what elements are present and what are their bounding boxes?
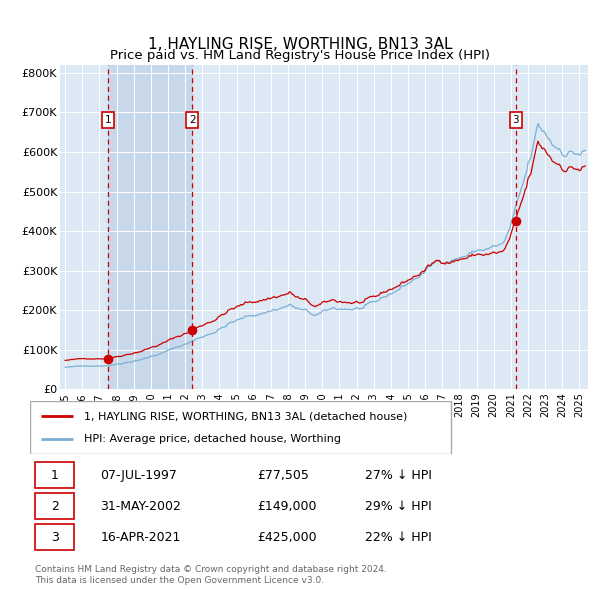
Text: £77,505: £77,505 (257, 468, 308, 481)
Text: £425,000: £425,000 (257, 530, 316, 543)
Text: 16-APR-2021: 16-APR-2021 (100, 530, 181, 543)
Text: 27% ↓ HPI: 27% ↓ HPI (365, 468, 431, 481)
Text: 1: 1 (105, 115, 112, 125)
Text: 1: 1 (51, 468, 59, 481)
Text: £149,000: £149,000 (257, 500, 316, 513)
Bar (109, 65, 192, 389)
Text: 31-MAY-2002: 31-MAY-2002 (100, 500, 181, 513)
Text: 3: 3 (51, 530, 59, 543)
Text: 3: 3 (512, 115, 519, 125)
Text: 1, HAYLING RISE, WORTHING, BN13 3AL (detached house): 1, HAYLING RISE, WORTHING, BN13 3AL (det… (84, 411, 407, 421)
Text: 2: 2 (189, 115, 196, 125)
FancyBboxPatch shape (30, 401, 451, 454)
FancyBboxPatch shape (35, 462, 74, 488)
Text: 29% ↓ HPI: 29% ↓ HPI (365, 500, 431, 513)
Text: 1, HAYLING RISE, WORTHING, BN13 3AL: 1, HAYLING RISE, WORTHING, BN13 3AL (148, 37, 452, 52)
FancyBboxPatch shape (35, 524, 74, 550)
Text: 2: 2 (51, 500, 59, 513)
FancyBboxPatch shape (35, 493, 74, 519)
Text: 07-JUL-1997: 07-JUL-1997 (100, 468, 177, 481)
Text: HPI: Average price, detached house, Worthing: HPI: Average price, detached house, Wort… (84, 434, 341, 444)
Text: This data is licensed under the Open Government Licence v3.0.: This data is licensed under the Open Gov… (35, 576, 325, 585)
Text: Contains HM Land Registry data © Crown copyright and database right 2024.: Contains HM Land Registry data © Crown c… (35, 565, 387, 573)
Text: Price paid vs. HM Land Registry's House Price Index (HPI): Price paid vs. HM Land Registry's House … (110, 49, 490, 62)
Text: 22% ↓ HPI: 22% ↓ HPI (365, 530, 431, 543)
